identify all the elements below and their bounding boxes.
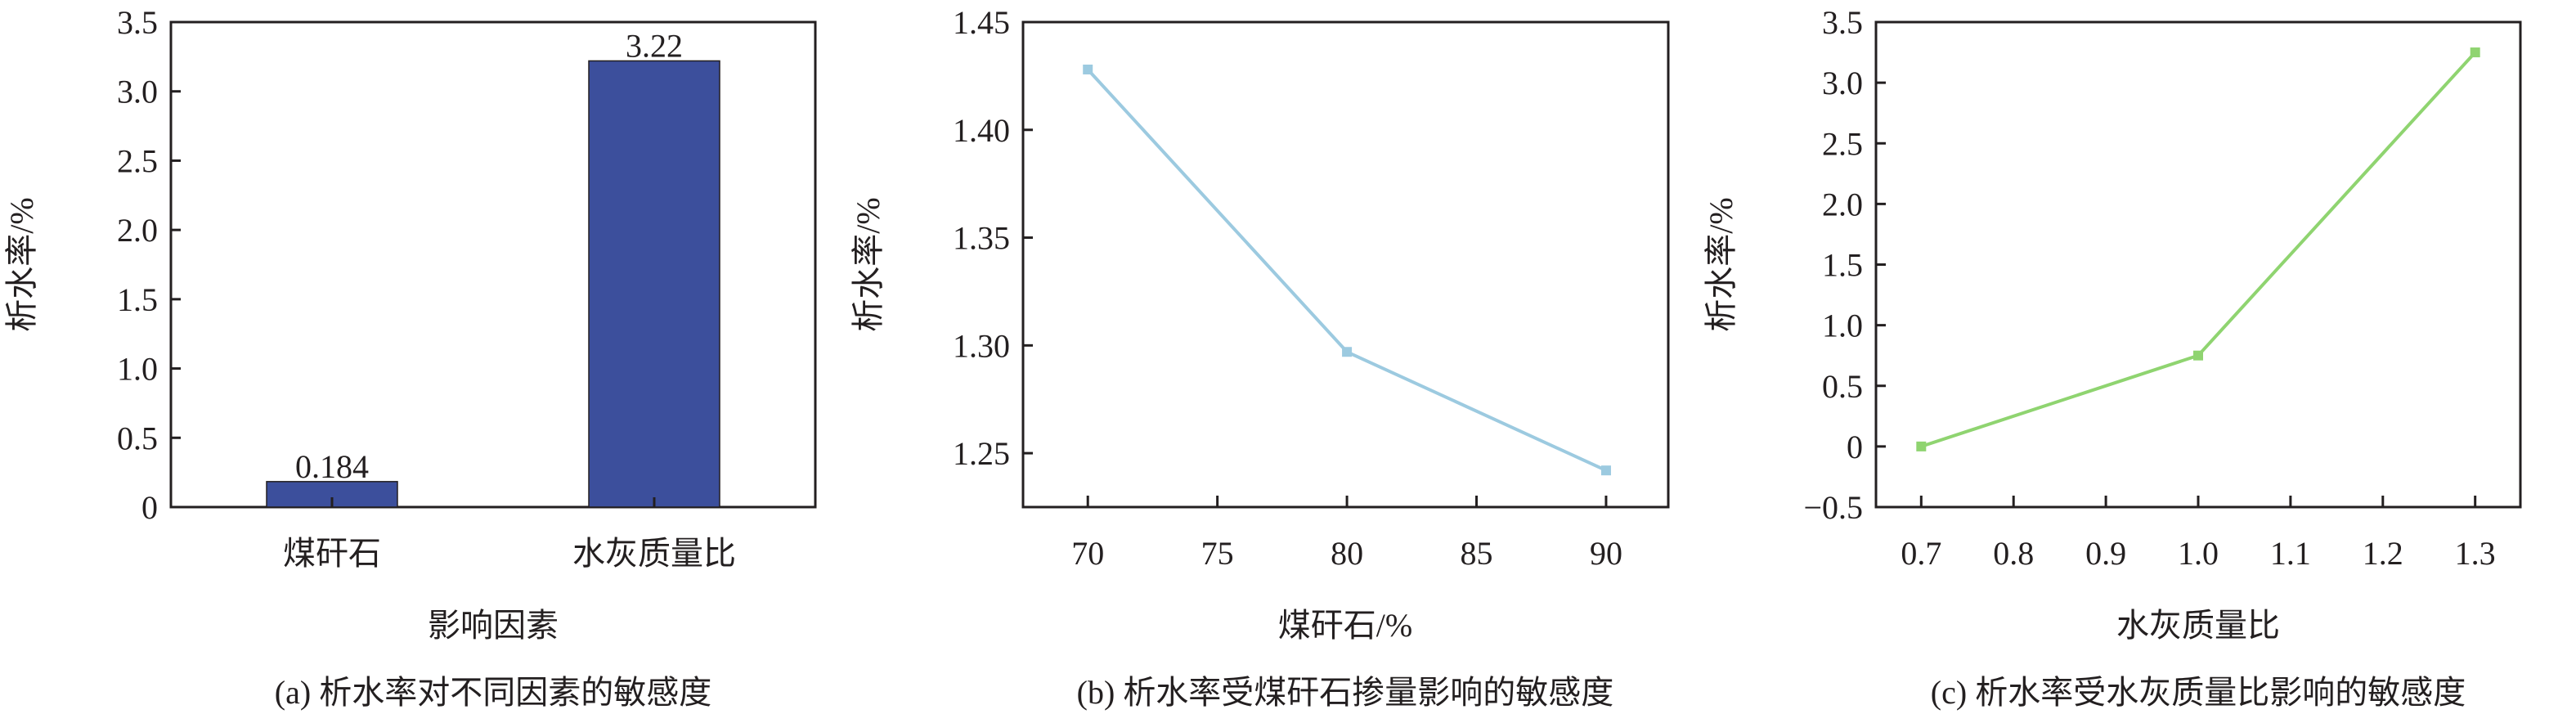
x-tick-label: 煤矸石 bbox=[283, 535, 381, 572]
y-tick-label: 1.5 bbox=[117, 281, 158, 318]
x-tick-label: 1.2 bbox=[2363, 535, 2403, 572]
x-tick-label: 1.1 bbox=[2270, 535, 2311, 572]
x-axis-label: 水灰质量比 bbox=[2116, 607, 2280, 644]
x-tick-label: 1.3 bbox=[2455, 535, 2496, 572]
y-tick-label: 1.25 bbox=[953, 435, 1010, 472]
y-tick-label: 1.35 bbox=[953, 220, 1010, 257]
panel-caption: (a) 析水率对不同因素的敏感度 bbox=[275, 674, 711, 711]
chart-panel-b: 1.25 1.30 1.35 1.40 1.45 析水率/% 70 75 80 85 90 煤矸石/%… bbox=[850, 4, 1670, 711]
y-axis-label: 析水率/% bbox=[1703, 197, 1739, 331]
chart-panel-a: 0 0.5 1.0 1.5 2.0 2.5 3.0 3.5 析水率/% 0.184 煤矸石 3.22 水… bbox=[3, 4, 817, 711]
y-tick-label: 0 bbox=[141, 489, 158, 526]
plot-frame bbox=[169, 20, 817, 509]
x-tick-label: 80 bbox=[1331, 535, 1363, 572]
y-tick-label: 0.5 bbox=[1822, 368, 1863, 405]
y-axis-label: 析水率/% bbox=[850, 197, 886, 331]
panel-caption: (c) 析水率受水灰质量比影响的敏感度 bbox=[1931, 674, 2466, 711]
series-line bbox=[1920, 51, 2477, 448]
y-tick-label: 3.5 bbox=[117, 4, 158, 41]
x-tick-label: 0.7 bbox=[1901, 535, 1941, 572]
plot-frame bbox=[1021, 20, 1670, 509]
panel-caption: (b) 析水率受煤矸石掺量影响的敏感度 bbox=[1077, 674, 1614, 711]
y-tick-label: 1.40 bbox=[953, 112, 1010, 149]
x-axis-label: 煤矸石/% bbox=[1278, 607, 1412, 644]
bar-data-label: 3.22 bbox=[626, 27, 683, 64]
data-point bbox=[2470, 47, 2480, 58]
x-tick-label: 1.0 bbox=[2178, 535, 2219, 572]
y-tick-label: 3.0 bbox=[1822, 65, 1863, 101]
y-tick-label: 1.0 bbox=[117, 351, 158, 388]
y-tick-label: 3.0 bbox=[117, 74, 158, 110]
y-tick-label: 3.5 bbox=[1822, 4, 1863, 41]
y-tick-label: 1.30 bbox=[953, 327, 1010, 364]
x-tick-label: 0.9 bbox=[2085, 535, 2126, 572]
y-tick-label: 0 bbox=[1847, 429, 1863, 465]
y-tick-label: −0.5 bbox=[1803, 489, 1863, 526]
y-tick-label: 1.0 bbox=[1822, 308, 1863, 344]
plot-frame bbox=[1874, 20, 2522, 509]
y-axis-label: 析水率/% bbox=[3, 197, 40, 331]
x-tick-label: 水灰质量比 bbox=[572, 535, 736, 572]
y-tick-label: 2.5 bbox=[1822, 125, 1863, 162]
x-tick-label: 90 bbox=[1590, 535, 1622, 572]
y-tick-label: 1.5 bbox=[1822, 247, 1863, 284]
x-tick-label: 0.8 bbox=[1993, 535, 2034, 572]
bar-data-label: 0.184 bbox=[295, 448, 369, 485]
y-tick-label: 2.0 bbox=[117, 212, 158, 249]
chart-panel-c: −0.5 0 0.5 1.0 1.5 2.0 2.5 3.0 3.5 析水率/% 0.7 0.8 0.9… bbox=[1703, 4, 2522, 711]
data-point bbox=[1342, 347, 1353, 357]
x-axis-label: 影响因素 bbox=[428, 607, 559, 644]
data-point bbox=[2193, 350, 2203, 361]
y-tick-label: 1.45 bbox=[953, 4, 1010, 41]
y-tick-label: 2.5 bbox=[117, 142, 158, 179]
y-tick-label: 0.5 bbox=[117, 420, 158, 456]
x-tick-label: 75 bbox=[1201, 535, 1234, 572]
series-line bbox=[1086, 68, 1607, 473]
data-point bbox=[1916, 441, 1927, 451]
bar bbox=[588, 60, 720, 508]
y-tick-label: 2.0 bbox=[1822, 186, 1863, 222]
x-tick-label: 85 bbox=[1461, 535, 1493, 572]
data-point bbox=[1083, 64, 1093, 74]
data-point bbox=[1600, 465, 1611, 476]
x-tick-label: 70 bbox=[1071, 535, 1104, 572]
